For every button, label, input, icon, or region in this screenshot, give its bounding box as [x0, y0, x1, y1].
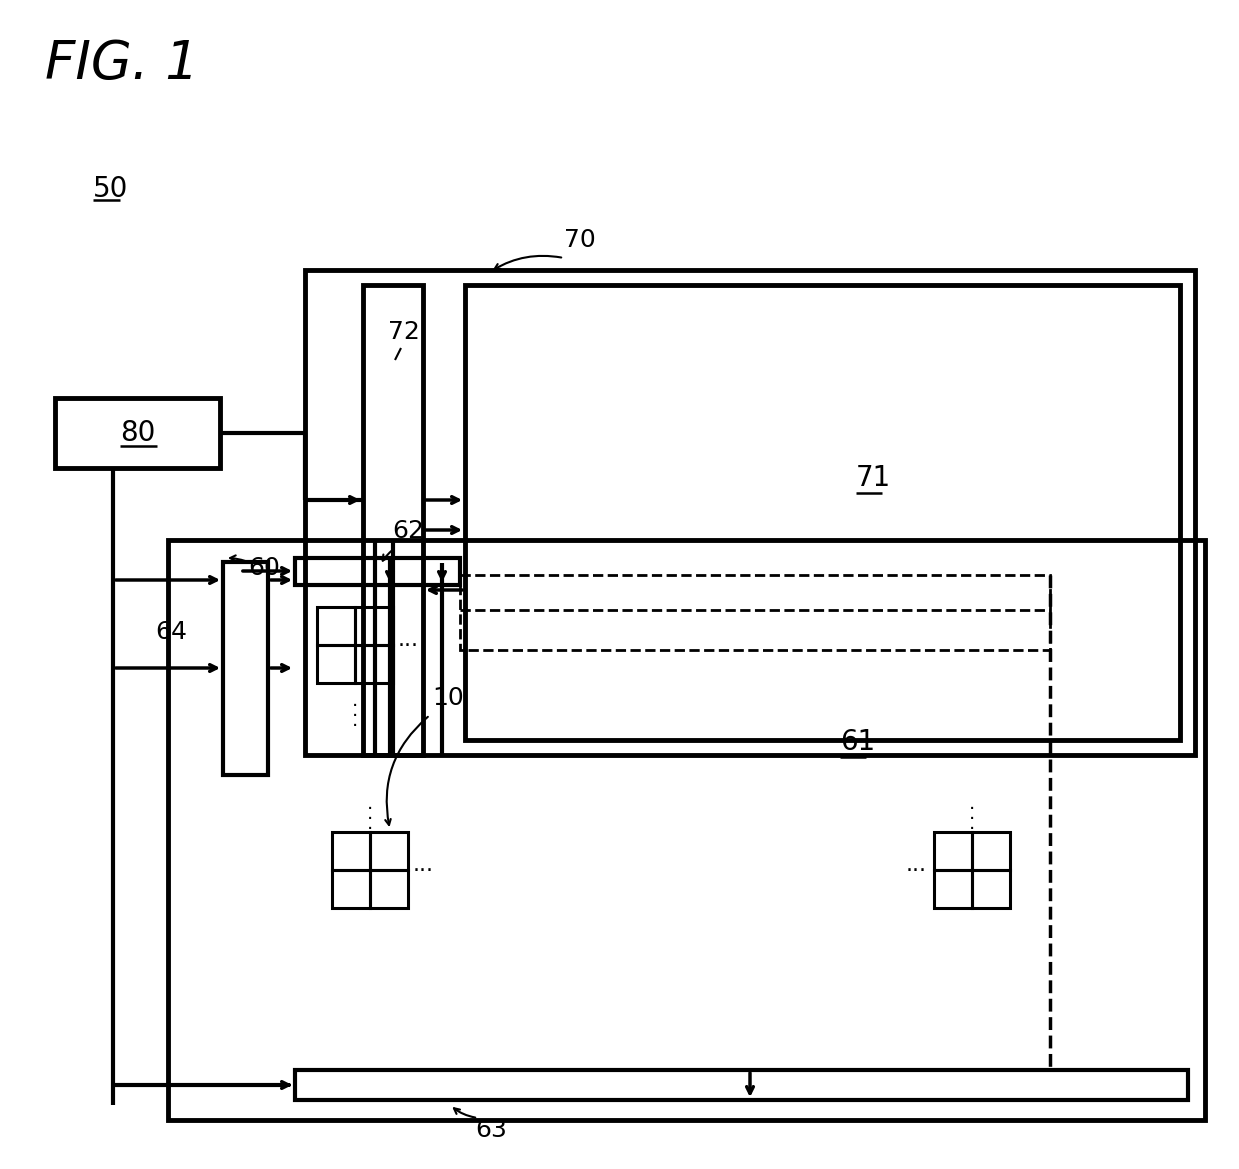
Text: .: . [969, 794, 975, 812]
Bar [317, 607, 356, 645]
Text: 10: 10 [432, 686, 463, 710]
Text: .: . [352, 691, 358, 710]
Bar [332, 832, 370, 870]
Text: 61: 61 [840, 728, 875, 756]
Text: FIG. 1: FIG. 1 [45, 39, 198, 90]
Bar [55, 397, 221, 468]
Text: 64: 64 [155, 620, 187, 644]
Text: 71: 71 [856, 464, 891, 492]
Bar [169, 540, 1206, 1120]
Bar [934, 832, 973, 870]
Text: 62: 62 [392, 519, 424, 542]
Bar [317, 645, 356, 683]
Bar [934, 870, 973, 908]
Bar [356, 607, 393, 645]
Bar [363, 285, 422, 755]
Bar [465, 285, 1180, 740]
Bar [973, 870, 1010, 908]
Bar [295, 1070, 1188, 1100]
Text: .: . [367, 814, 373, 833]
Text: 80: 80 [120, 419, 156, 447]
Bar [356, 645, 393, 683]
Text: .: . [969, 814, 975, 833]
Text: ...: ... [413, 855, 434, 876]
Text: .: . [352, 711, 358, 729]
Bar [370, 832, 408, 870]
Bar [332, 870, 370, 908]
Bar [223, 562, 268, 775]
Text: 50: 50 [93, 175, 129, 203]
Bar [370, 870, 408, 908]
Bar [295, 558, 460, 584]
Text: .: . [352, 701, 358, 720]
Bar [973, 832, 1010, 870]
Text: 72: 72 [388, 320, 420, 344]
Bar [460, 575, 1049, 650]
Text: 70: 70 [564, 228, 596, 253]
Text: .: . [969, 804, 975, 823]
Text: 60: 60 [248, 556, 280, 580]
Text: ...: ... [398, 630, 419, 650]
Text: .: . [367, 794, 373, 812]
Text: 63: 63 [475, 1118, 507, 1142]
Bar [305, 270, 1194, 755]
Text: .: . [367, 804, 373, 823]
Text: ...: ... [906, 855, 927, 876]
